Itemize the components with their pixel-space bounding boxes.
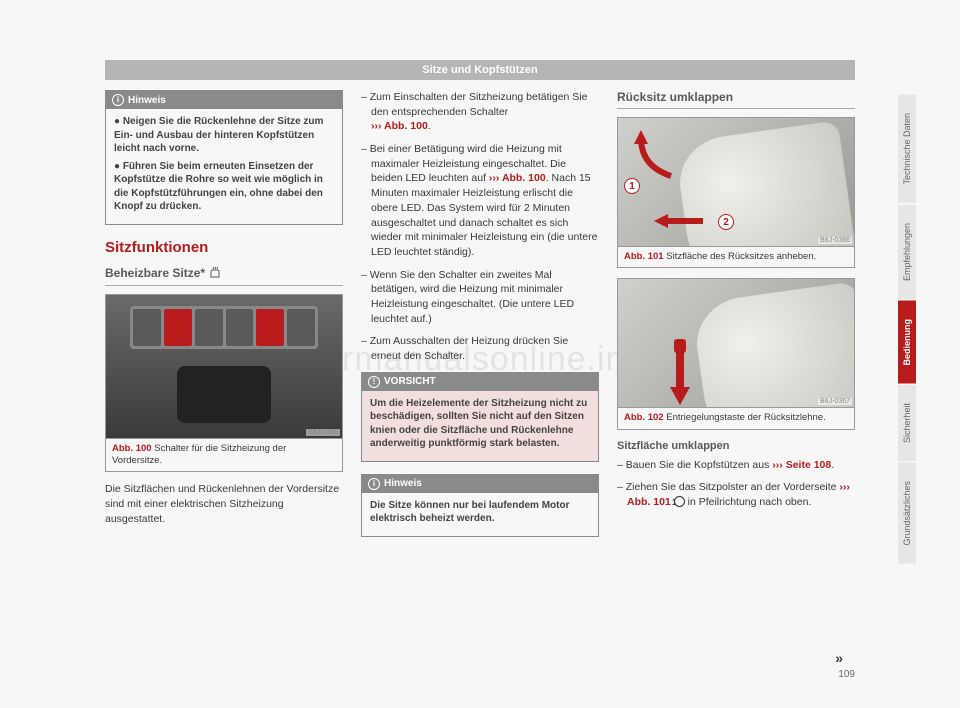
column-2: – Zum Einschalten der Sitzheizung betäti… — [361, 90, 599, 549]
fig-label: Abb. 101 — [624, 251, 664, 262]
arrow-2-icon — [648, 206, 718, 236]
fig-label: Abb. 102 — [624, 412, 664, 423]
gear-shift — [177, 366, 271, 423]
list-item-2: – Bei einer Betätigung wird die Heizung … — [361, 142, 599, 260]
console-btn — [133, 309, 161, 346]
hinweis2-title: Hinweis — [384, 478, 422, 489]
vorsicht-body: Um die Heizelemente der Sitzheizung nich… — [362, 391, 598, 461]
figure-102: B6J-0367 — [617, 278, 855, 408]
figure-100-caption: Abb. 100 Schalter für die Sitzheizung de… — [105, 439, 343, 473]
console-panel — [130, 306, 319, 349]
figure-tag: B6J-0367 — [818, 398, 852, 405]
vorsicht-title: VORSICHT — [384, 376, 436, 387]
figure-102-caption: Abb. 102 Entriegelungstaste der Rücksitz… — [617, 408, 855, 429]
marker-1: 1 — [624, 178, 640, 194]
heat-btn-right — [256, 309, 284, 346]
tab-basics[interactable]: Grundsätzliches — [898, 463, 916, 564]
sub-heading: Sitzfläche umklappen — [617, 440, 855, 452]
page-number: 109 — [838, 669, 855, 680]
seat-heat-icon — [209, 266, 223, 281]
console-btn — [195, 309, 223, 346]
fig-text: Entriegelungstaste der Rücksitzlehne. — [666, 412, 825, 423]
figure-101: 1 2 B6J-0366 — [617, 117, 855, 247]
ref-marker-1: 1 — [674, 496, 685, 507]
list-item-1: – Zum Einschalten der Sitzheizung betäti… — [361, 90, 599, 134]
info-icon: i — [112, 94, 124, 106]
col3-title: Rücksitz umklappen — [617, 90, 855, 109]
hinweis2-text: Die Sitze können nur bei laufendem Motor… — [370, 499, 590, 526]
seat-shape — [691, 281, 855, 408]
console-btn — [226, 309, 254, 346]
marker-2: 2 — [718, 214, 734, 230]
subsection-label: Beheizbare Sitze* — [105, 266, 205, 280]
hinweis-title: Hinweis — [128, 95, 166, 106]
vorsicht-header: ! VORSICHT — [362, 373, 598, 391]
col3-li2: – Ziehen Sie das Sitzpolster an der Vord… — [617, 480, 855, 509]
hinweis2-header: i Hinweis — [362, 475, 598, 493]
page-content: Sitze und Kopfstützen i Hinweis ● Neigen… — [105, 60, 855, 680]
section-title: Sitzfunktionen — [105, 239, 343, 256]
hinweis-body: ● Neigen Sie die Rückenlehne der Sitze z… — [106, 109, 342, 224]
vorsicht-text: Um die Heizelemente der Sitzheizung nich… — [370, 397, 590, 451]
tab-operation[interactable]: Bedienung — [898, 301, 916, 384]
tab-tech-data[interactable]: Technische Daten — [898, 95, 916, 203]
page-header: Sitze und Kopfstützen — [105, 60, 855, 80]
hinweis-p1: ● Neigen Sie die Rückenlehne der Sitze z… — [114, 115, 334, 156]
subsection-title: Beheizbare Sitze* — [105, 266, 343, 286]
list-item-4: – Zum Ausschalten der Heizung drücken Si… — [361, 334, 599, 363]
hinweis-header: i Hinweis — [106, 91, 342, 109]
arrow-1-icon — [626, 126, 686, 186]
tab-recommendations[interactable]: Empfehlungen — [898, 205, 916, 299]
console-btn — [287, 309, 315, 346]
col3-li1: – Bauen Sie die Kopfstützen aus ››› Seit… — [617, 458, 855, 473]
figure-tag: B6J-0365 — [306, 429, 340, 436]
warning-icon: ! — [368, 376, 380, 388]
info-icon: i — [368, 478, 380, 490]
column-3: Rücksitz umklappen 1 2 B6J-0366 Abb. 101… — [617, 90, 855, 549]
column-1: i Hinweis ● Neigen Sie die Rückenlehne d… — [105, 90, 343, 549]
fig-label: Abb. 100 — [112, 443, 152, 454]
tab-safety[interactable]: Sicherheit — [898, 385, 916, 461]
hinweis2-body: Die Sitze können nur bei laufendem Motor… — [362, 493, 598, 536]
side-tabs: Technische Daten Empfehlungen Bedienung … — [898, 95, 920, 566]
hinweis-p2: ● Führen Sie beim erneuten Einsetzen der… — [114, 160, 334, 214]
figure-tag: B6J-0366 — [818, 237, 852, 244]
hinweis-box-2: i Hinweis Die Sitze können nur bei laufe… — [361, 474, 599, 537]
release-lever-icon — [660, 337, 700, 407]
vorsicht-box: ! VORSICHT Um die Heizelemente der Sitzh… — [361, 372, 599, 462]
intro-paragraph: Die Sitzflächen und Rückenlehnen der Vor… — [105, 482, 343, 526]
heat-btn-left — [164, 309, 192, 346]
continue-icon: » — [835, 650, 843, 666]
hinweis-box-1: i Hinweis ● Neigen Sie die Rückenlehne d… — [105, 90, 343, 225]
fig-text: Sitzfläche des Rücksitzes anheben. — [666, 251, 816, 262]
figure-101-caption: Abb. 101 Sitzfläche des Rücksitzes anheb… — [617, 247, 855, 268]
list-item-3: – Wenn Sie den Schalter ein zweites Mal … — [361, 268, 599, 327]
figure-100: B6J-0365 — [105, 294, 343, 439]
